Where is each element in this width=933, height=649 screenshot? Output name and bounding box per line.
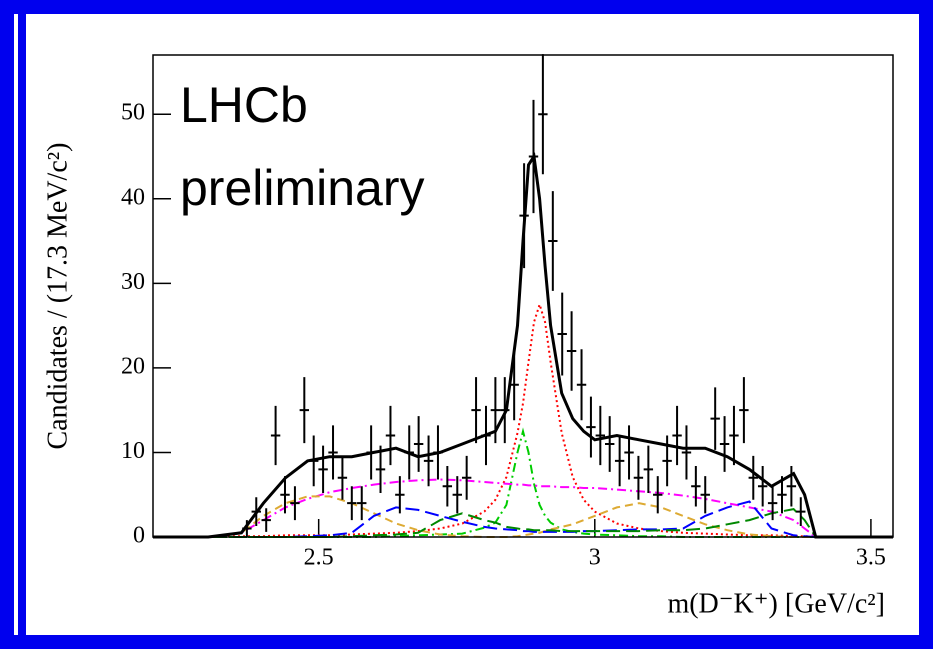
data-point [328,425,338,480]
data-point [624,425,634,480]
data-point [605,416,615,472]
fit-curve [153,152,893,539]
data-point [452,476,462,514]
data-point [643,445,654,494]
data-point [557,292,567,376]
data-point [270,405,281,466]
data-point [385,405,396,466]
annotation: preliminary [180,160,425,216]
data-point [777,476,787,514]
data-point [538,54,548,175]
data-point [242,520,252,537]
y-tick-label: 50 [121,100,145,126]
data-point [347,486,357,521]
data-point [662,435,672,487]
data-point [595,405,606,466]
y-tick-label: 10 [121,438,145,464]
data-point [375,445,386,494]
data-point [576,349,587,421]
data-point [614,435,625,487]
data-point [357,486,367,521]
data-point [739,377,749,444]
data-point [767,486,778,521]
data-point [251,497,261,527]
data-point [748,455,758,500]
data-point [681,425,692,480]
data-point [404,425,414,480]
data-point [786,465,797,507]
data-point [337,455,348,500]
y-axis-label: Candidates / (17.3 MeV/c²) [42,143,73,450]
data-point [633,455,644,500]
data-point [395,476,405,514]
y-tick-label: 20 [121,353,145,379]
data-point [413,416,424,472]
data-point [729,405,739,466]
fit-curve [153,500,893,538]
y-tick-label: 30 [121,269,145,295]
data-point [548,191,558,291]
data-point [490,377,501,444]
data-point [366,425,376,480]
data-point [796,497,806,527]
plot-frame [152,54,894,538]
data-point [309,435,319,487]
data-point [500,377,510,444]
data-point [519,163,529,269]
data-point [318,445,328,494]
y-tick-label: 0 [133,523,145,549]
data-point [299,377,310,444]
data-point [700,476,710,514]
x-tick-label: 3.5 [856,545,886,571]
data-point [586,396,596,458]
data-point [423,435,434,487]
x-tick-label: 2.5 [304,545,334,571]
data-point [653,476,663,514]
data-point [672,405,682,466]
frame-stripe [18,14,26,635]
fit-curve [153,495,893,538]
data-point [757,465,768,507]
data-point [433,425,443,480]
data-point [290,486,300,521]
data-point [691,465,701,507]
data-point [528,99,539,214]
data-point [442,465,453,507]
y-tick-label: 40 [121,184,145,210]
x-tick-label: 3 [589,545,601,571]
data-point [261,508,271,532]
data-point [566,311,577,391]
data-point [719,416,730,472]
x-axis-label: m(D⁻K⁺) [GeV/c²] [667,588,885,619]
data-point [280,476,290,514]
data-point [461,455,472,500]
data-point [481,405,491,466]
data-point [710,387,720,450]
annotation: LHCb [180,77,308,133]
data-point [509,349,519,421]
data-point [471,377,481,444]
